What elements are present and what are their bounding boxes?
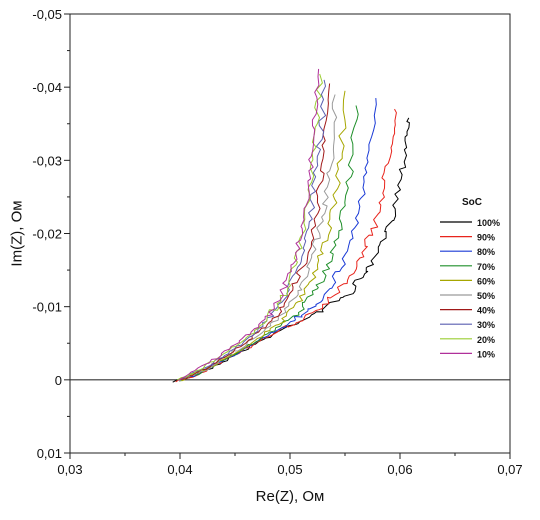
y-tick-label: -0,03 <box>32 153 62 168</box>
series-line-80pct <box>178 98 377 381</box>
legend-label: 40% <box>477 306 495 316</box>
y-tick-label: -0,02 <box>32 227 62 242</box>
series-line-10pct <box>178 68 320 381</box>
series-line-40pct <box>180 83 331 380</box>
series-line-100pct <box>172 117 410 383</box>
x-axis-title: Re(Z), Ом <box>255 488 325 505</box>
y-axis-title: Im(Z), Ом <box>8 200 26 267</box>
x-tick-label: 0,06 <box>387 462 412 477</box>
x-tick-label: 0,05 <box>277 462 302 477</box>
legend-label: 60% <box>477 276 495 286</box>
legend-label: 30% <box>477 320 495 330</box>
legend-title: SoC <box>462 197 482 208</box>
legend-label: 90% <box>477 233 495 243</box>
y-tick-label: 0 <box>55 373 62 388</box>
legend-label: 100% <box>477 218 500 228</box>
legend-label: 50% <box>477 291 495 301</box>
x-tick-label: 0,04 <box>167 462 192 477</box>
series-line-30pct <box>179 79 327 380</box>
series-line-90pct <box>175 108 397 383</box>
y-tick-label: -0,01 <box>32 300 62 315</box>
x-tick-label: 0,03 <box>57 462 82 477</box>
legend-label: 20% <box>477 335 495 345</box>
y-tick-label: -0,04 <box>32 80 62 95</box>
legend-label: 10% <box>477 349 495 359</box>
x-tick-label: 0,07 <box>497 462 522 477</box>
legend-label: 80% <box>477 247 495 257</box>
plot-frame <box>69 13 511 454</box>
series-line-20pct <box>176 73 323 381</box>
y-tick-label: -0,05 <box>32 7 62 22</box>
y-tick-label: 0,01 <box>37 446 62 461</box>
series-line-70pct <box>179 105 359 382</box>
legend-label: 70% <box>477 262 495 272</box>
series-line-60pct <box>181 90 347 382</box>
